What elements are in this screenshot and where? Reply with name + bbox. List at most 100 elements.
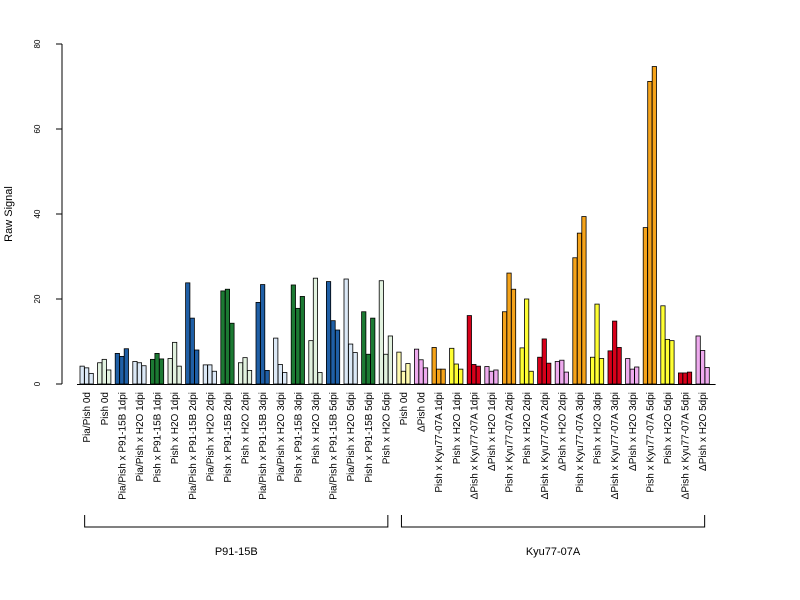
bar xyxy=(594,303,600,385)
bar xyxy=(172,341,178,385)
x-tick-label: Pia/Pish x H2O 5dpi xyxy=(346,392,357,482)
y-tick-label: 0 xyxy=(33,381,42,386)
bar xyxy=(290,284,296,385)
bar xyxy=(334,329,341,385)
x-tick-label: Pia/Pish x P91-15B 5dpi xyxy=(329,392,340,500)
bar xyxy=(154,352,160,385)
bar xyxy=(493,369,499,385)
bar xyxy=(264,369,270,385)
x-tick-label: Pia/Pish x H2O 3dpi xyxy=(276,392,287,482)
bar xyxy=(669,340,675,385)
bar xyxy=(471,364,477,385)
bar xyxy=(387,335,393,385)
bar xyxy=(119,355,125,385)
bar xyxy=(185,282,191,385)
bar xyxy=(361,311,367,385)
bar xyxy=(436,368,442,385)
bar xyxy=(194,349,200,385)
bar xyxy=(449,347,455,385)
bar xyxy=(308,340,314,385)
group-bracket xyxy=(400,515,706,528)
bar xyxy=(563,371,569,385)
bar xyxy=(418,359,424,385)
bar xyxy=(211,370,217,385)
x-tick-label: Pia/Pish x H2O 1dpi xyxy=(135,392,146,482)
x-tick-label: Pish x P91-15B 3dpi xyxy=(293,392,304,483)
x-tick-label: Pish x H2O 1dpi xyxy=(452,392,463,464)
y-axis: 0 20 40 60 80 xyxy=(33,39,63,386)
bar xyxy=(510,288,517,385)
bar xyxy=(220,290,226,385)
x-tick-label: ΔPish x Kyu77-07A 5dpi xyxy=(681,392,692,499)
bar xyxy=(383,353,389,385)
bar xyxy=(273,337,279,385)
bar xyxy=(546,362,552,385)
bar xyxy=(370,317,376,385)
bar xyxy=(458,368,464,385)
group-label: P91-15B xyxy=(215,546,258,558)
bar xyxy=(629,368,635,385)
bar xyxy=(224,288,231,385)
bar xyxy=(237,362,244,385)
x-tick-label: Pia/Pish x P91-15B 1dpi xyxy=(117,392,128,500)
bar xyxy=(687,371,693,385)
x-tick-label: Pish x Kyu77-07A 3dpi xyxy=(575,392,586,493)
bar xyxy=(330,320,336,385)
bar xyxy=(365,353,371,385)
x-tick-label: ΔPish x H2O 5dpi xyxy=(698,392,709,471)
y-tick-label: 80 xyxy=(33,39,42,48)
bar xyxy=(581,216,587,385)
x-tick-label: Pish 0d xyxy=(100,392,111,425)
x-tick-label: ΔPish x H2O 1dpi xyxy=(487,392,498,471)
bar xyxy=(352,352,358,385)
bar xyxy=(590,356,596,385)
x-tick-label: Pish x P91-15B 5dpi xyxy=(364,392,375,483)
x-tick-label: Pish x H2O 2dpi xyxy=(241,392,252,464)
bar xyxy=(528,370,534,385)
bar xyxy=(682,372,688,385)
x-tick-label: Pish x P91-15B 1dpi xyxy=(153,392,164,483)
x-tick-label: Pia/Pish x P91-15B 2dpi xyxy=(188,392,199,500)
bar xyxy=(700,350,706,385)
x-tick-label: Pia/Pish x P91-15B 3dpi xyxy=(258,392,269,500)
x-tick-label: ΔPish x H2O 2dpi xyxy=(557,392,568,471)
x-tick-label: Pia/Pish 0d xyxy=(82,392,93,443)
bar xyxy=(519,347,525,385)
bar xyxy=(312,277,318,385)
bar xyxy=(453,363,459,385)
bars xyxy=(79,66,710,385)
bar xyxy=(348,343,354,385)
bar xyxy=(101,358,107,385)
bar xyxy=(501,311,508,385)
bar xyxy=(484,366,490,385)
bar xyxy=(651,66,657,385)
bar xyxy=(607,350,613,385)
bar xyxy=(475,365,481,385)
bar xyxy=(612,320,618,385)
bar xyxy=(176,365,182,385)
bar xyxy=(295,307,301,385)
group-brackets: P91-15B Kyu77-07A xyxy=(84,515,706,558)
bar xyxy=(695,335,701,385)
bar xyxy=(664,338,670,385)
y-axis-label: Raw Signal xyxy=(3,186,15,242)
bar xyxy=(167,358,173,385)
x-tick-label: Pish x H2O 2dpi xyxy=(522,392,533,464)
bar xyxy=(229,322,235,385)
bar xyxy=(678,372,684,385)
bar xyxy=(79,365,85,385)
bar xyxy=(84,367,90,385)
bar xyxy=(554,361,560,385)
bar xyxy=(202,364,208,385)
bar xyxy=(599,358,605,385)
bar xyxy=(136,362,143,385)
bar xyxy=(343,278,349,385)
x-tick-label: Pish x H2O 5dpi xyxy=(663,392,674,464)
x-tick-label: Pish x Kyu77-07A 2dpi xyxy=(505,392,516,493)
x-tick-label: Pish x Kyu77-07A 1dpi xyxy=(434,392,445,493)
bar xyxy=(132,361,138,385)
bar xyxy=(541,338,547,385)
bar xyxy=(537,356,543,385)
bar xyxy=(88,372,94,385)
bar xyxy=(704,367,710,385)
